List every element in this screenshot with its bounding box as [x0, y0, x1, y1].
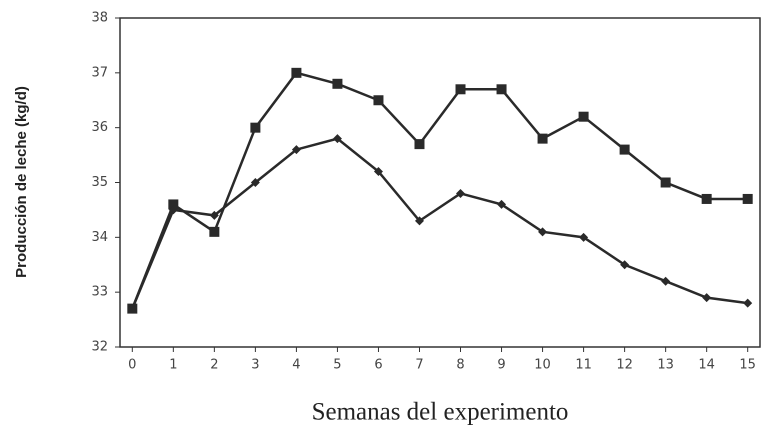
point-marker [373, 95, 384, 106]
point-marker [291, 67, 302, 78]
point-marker [496, 84, 507, 95]
x-tick-label: 10 [534, 358, 551, 373]
x-tick-label: 12 [616, 358, 633, 373]
point-marker [579, 232, 589, 242]
x-tick-label: 15 [739, 358, 756, 373]
y-tick-label: 36 [91, 120, 108, 135]
point-marker [660, 177, 671, 188]
x-tick-label: 1 [169, 358, 177, 373]
y-tick-label: 32 [91, 340, 108, 355]
y-tick-label: 35 [91, 175, 108, 190]
point-marker [456, 188, 466, 198]
point-marker [701, 193, 712, 204]
x-tick-label: 4 [292, 358, 300, 373]
point-marker [578, 111, 589, 122]
point-marker [455, 84, 466, 95]
y-tick-label: 37 [91, 65, 108, 80]
x-tick-label: 9 [497, 358, 505, 373]
point-marker [743, 298, 753, 308]
point-marker [209, 210, 219, 220]
point-marker [291, 145, 301, 155]
point-marker [127, 304, 137, 314]
point-marker [414, 139, 425, 150]
point-marker [250, 178, 260, 187]
y-axis-title: Producción de leche (kg/d) [13, 86, 30, 278]
series-line [131, 71, 748, 310]
x-axis-title: Semanas del experimento [312, 399, 569, 426]
x-tick-label: 3 [251, 358, 259, 373]
y-tick-label: 34 [91, 230, 108, 245]
point-marker [497, 199, 507, 209]
point-marker [619, 144, 630, 155]
x-tick-label: 7 [415, 358, 423, 373]
x-tick-label: 13 [657, 358, 674, 373]
point-marker [414, 216, 424, 226]
point-marker [168, 205, 178, 215]
series-line [131, 137, 748, 310]
x-tick-label: 0 [128, 358, 136, 373]
point-marker [538, 227, 548, 237]
point-marker [332, 134, 342, 144]
point-marker [620, 260, 630, 270]
x-tick-label: 14 [698, 358, 715, 373]
x-tick-label: 11 [575, 358, 592, 373]
x-tick-label: 2 [210, 358, 218, 373]
point-marker [332, 78, 343, 89]
y-tick-label: 33 [91, 285, 108, 300]
y-tick-label: 38 [91, 11, 108, 26]
point-marker [168, 199, 179, 210]
x-tick-label: 5 [333, 358, 341, 373]
point-marker [373, 167, 383, 177]
point-marker [537, 133, 548, 144]
point-marker [661, 276, 671, 286]
x-tick-label: 8 [456, 358, 464, 373]
point-marker [209, 226, 220, 237]
point-marker [702, 293, 712, 303]
point-marker [250, 122, 261, 133]
x-tick-label: 6 [374, 358, 382, 373]
point-marker [742, 193, 753, 204]
